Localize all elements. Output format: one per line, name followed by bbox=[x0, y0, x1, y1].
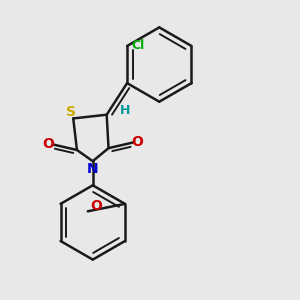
Text: H: H bbox=[120, 104, 130, 117]
Text: S: S bbox=[66, 105, 76, 119]
Text: O: O bbox=[131, 135, 143, 149]
Text: O: O bbox=[90, 199, 102, 213]
Text: O: O bbox=[42, 137, 54, 151]
Text: Cl: Cl bbox=[132, 39, 145, 52]
Text: N: N bbox=[87, 162, 99, 176]
